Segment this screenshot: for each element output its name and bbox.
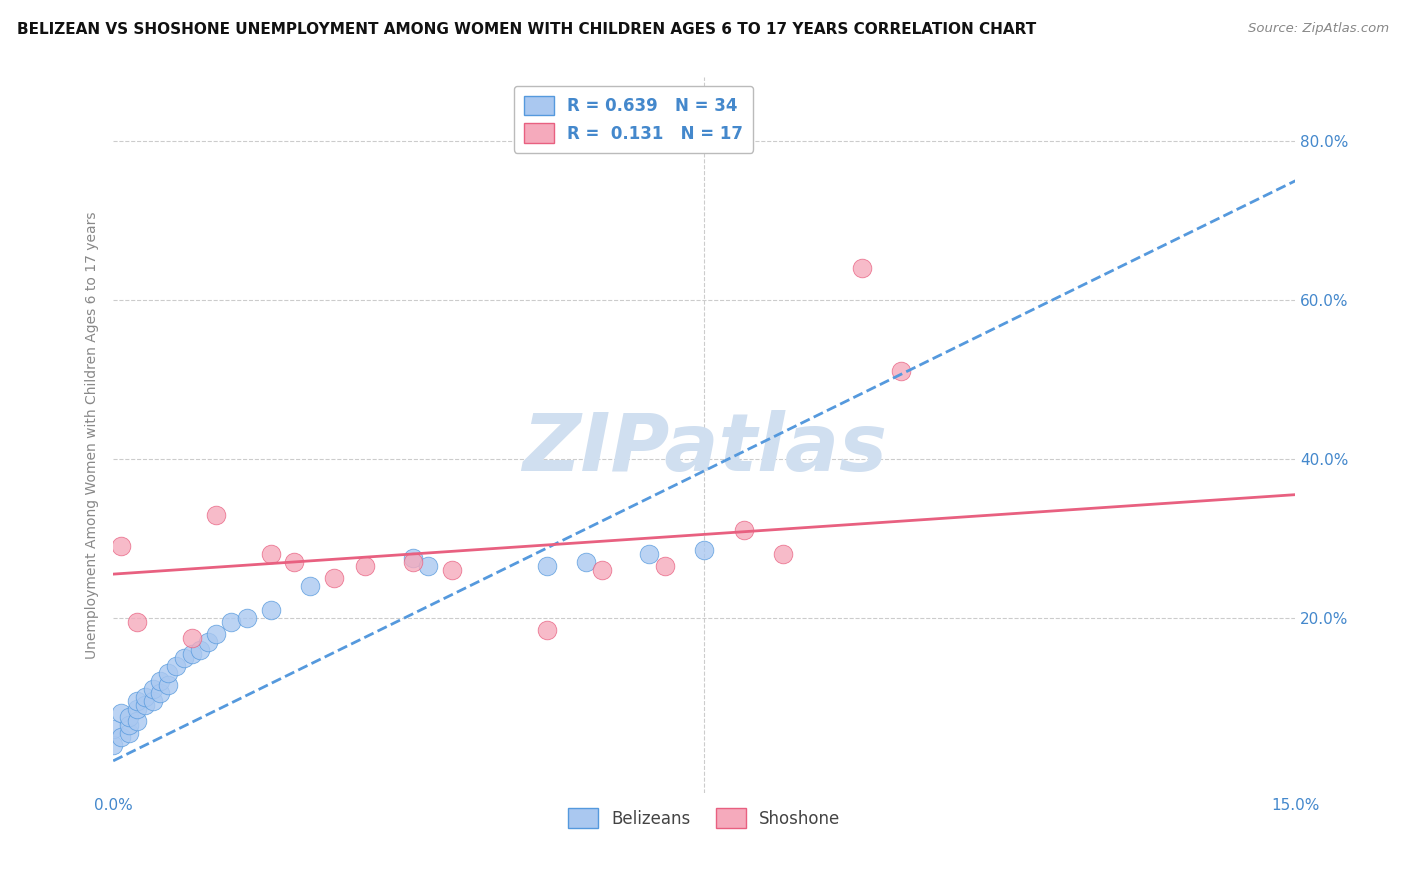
Point — [772, 547, 794, 561]
Point — [134, 690, 156, 705]
Point — [441, 563, 464, 577]
Point — [173, 650, 195, 665]
Point — [204, 626, 226, 640]
Point — [693, 543, 716, 558]
Text: ZIPatlas: ZIPatlas — [522, 410, 887, 488]
Point — [149, 686, 172, 700]
Point — [354, 559, 377, 574]
Point — [110, 730, 132, 744]
Point — [591, 563, 613, 577]
Point — [165, 658, 187, 673]
Text: BELIZEAN VS SHOSHONE UNEMPLOYMENT AMONG WOMEN WITH CHILDREN AGES 6 TO 17 YEARS C: BELIZEAN VS SHOSHONE UNEMPLOYMENT AMONG … — [17, 22, 1036, 37]
Point — [125, 714, 148, 728]
Point — [181, 631, 204, 645]
Point — [221, 615, 243, 629]
Point — [142, 694, 165, 708]
Point — [157, 678, 180, 692]
Point — [402, 555, 425, 569]
Point — [536, 559, 558, 574]
Point — [322, 571, 344, 585]
Point — [118, 718, 141, 732]
Point — [204, 508, 226, 522]
Legend: Belizeans, Shoshone: Belizeans, Shoshone — [561, 802, 846, 834]
Point — [418, 559, 440, 574]
Point — [638, 547, 661, 561]
Point — [125, 615, 148, 629]
Point — [260, 547, 283, 561]
Point — [142, 682, 165, 697]
Point — [118, 726, 141, 740]
Point — [575, 555, 598, 569]
Point — [110, 539, 132, 553]
Point — [157, 666, 180, 681]
Point — [118, 710, 141, 724]
Point — [890, 364, 912, 378]
Point — [536, 623, 558, 637]
Point — [134, 698, 156, 713]
Point — [236, 611, 259, 625]
Point — [181, 647, 204, 661]
Point — [125, 702, 148, 716]
Point — [149, 674, 172, 689]
Point — [188, 642, 211, 657]
Point — [103, 722, 125, 736]
Point — [733, 524, 755, 538]
Point — [197, 634, 219, 648]
Point — [402, 551, 425, 566]
Point — [125, 694, 148, 708]
Point — [851, 261, 873, 276]
Point — [654, 559, 676, 574]
Point — [103, 738, 125, 752]
Y-axis label: Unemployment Among Women with Children Ages 6 to 17 years: Unemployment Among Women with Children A… — [86, 211, 100, 659]
Text: Source: ZipAtlas.com: Source: ZipAtlas.com — [1249, 22, 1389, 36]
Point — [283, 555, 305, 569]
Point — [110, 706, 132, 721]
Point — [260, 603, 283, 617]
Point — [299, 579, 322, 593]
